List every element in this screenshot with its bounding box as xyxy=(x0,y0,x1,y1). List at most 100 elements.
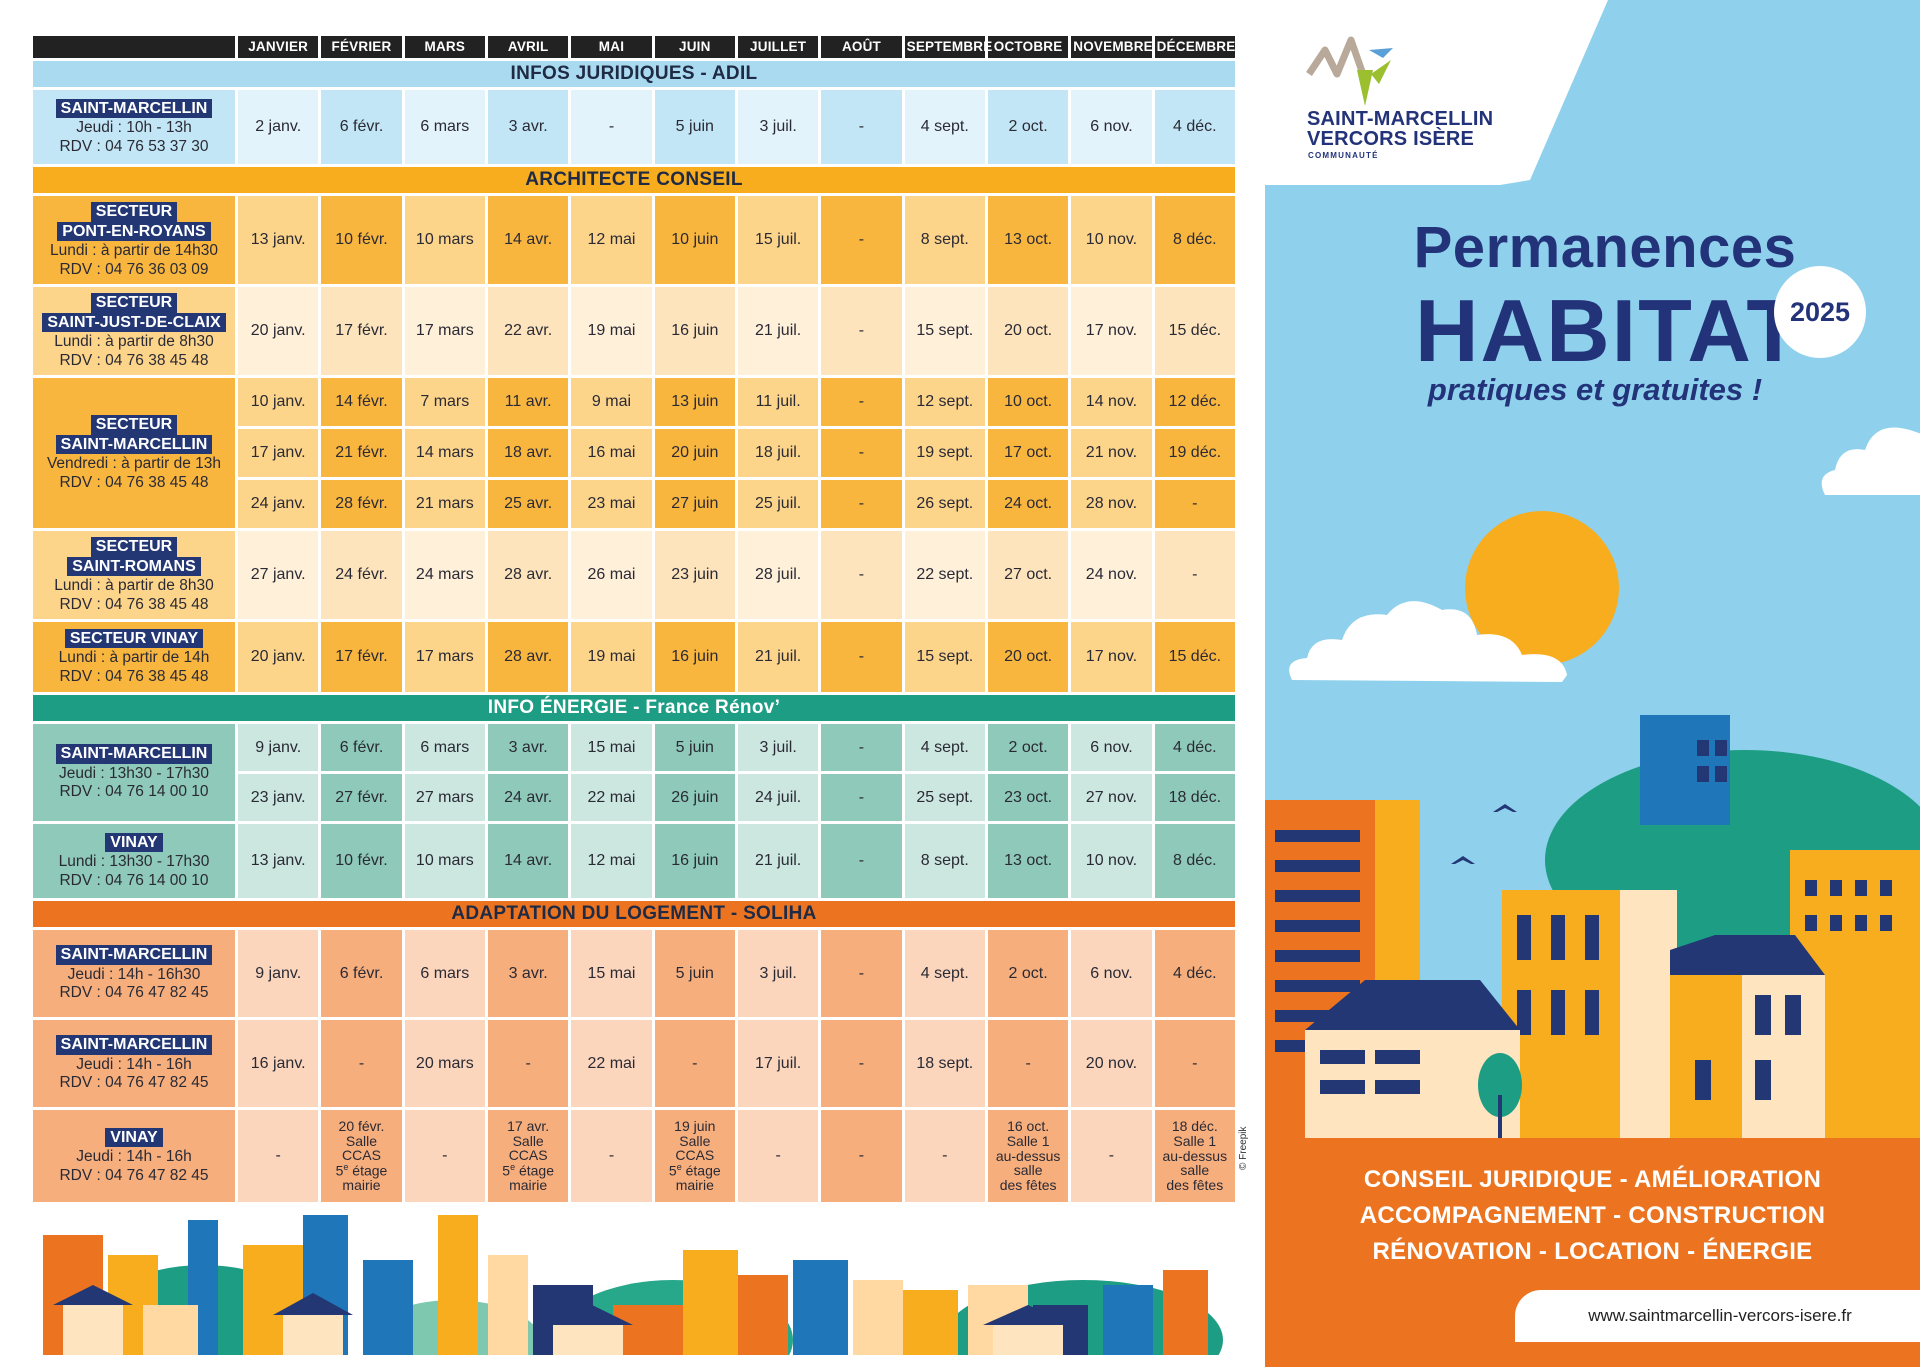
opening-hours: Jeudi : 10h - 13h xyxy=(76,119,192,137)
location-name: SAINT-MARCELLIN xyxy=(55,945,213,965)
month-header: AVRIL xyxy=(487,36,569,58)
poster-subtitle: pratiques et gratuites ! xyxy=(1427,372,1763,407)
date-cell: 10 oct. xyxy=(987,378,1069,426)
location-note: 18 déc. xyxy=(1171,1118,1218,1135)
location-note: 16 oct. xyxy=(1007,1118,1050,1135)
location-note: CCAS xyxy=(508,1147,548,1164)
location-label: SECTEUR SAINT-JUST-DE-CLAIX Lundi : à part… xyxy=(33,287,235,375)
date-cell: 12 sept. xyxy=(904,378,985,426)
location-note: CCAS xyxy=(675,1147,715,1164)
date-cell: 3 avr. xyxy=(487,90,569,164)
table-row: SECTEUR PONT-EN-ROYANS Lundi : à partir de… xyxy=(33,196,1235,284)
date-cell: 15 mai xyxy=(571,724,652,771)
date-cell: 17 oct. xyxy=(987,429,1069,477)
date-cell: 20 janv. xyxy=(238,287,319,375)
table-row: 24 janv. 28 févr. 21 mars 25 avr. 23 mai 27 j… xyxy=(33,480,1235,528)
month-header: SEPTEMBRE xyxy=(904,36,992,58)
date-cell: 26 juin xyxy=(654,774,735,821)
location-name: PONT-EN-ROYANS xyxy=(57,221,211,242)
cloud-icon xyxy=(1289,601,1567,682)
logo-text-line3: COMMUNAUTÉ xyxy=(1308,151,1379,160)
date-cell: 6 févr. xyxy=(321,724,402,771)
month-header: JUILLET xyxy=(737,36,819,58)
image-credit: © Freepik xyxy=(1238,1126,1249,1171)
date-cell: 10 juin xyxy=(654,196,735,284)
month-header: MARS xyxy=(404,36,485,58)
month-header: DÉCEMBRE xyxy=(1154,36,1235,58)
appointment-phone: RDV : 04 76 47 82 45 xyxy=(59,984,209,1002)
date-cell: 28 nov. xyxy=(1071,480,1152,528)
logo-mark-icon xyxy=(1306,36,1393,106)
month-header: JANVIER xyxy=(238,36,319,58)
location-note: CCAS xyxy=(342,1147,381,1164)
date-cell: 5 juin xyxy=(654,930,735,1017)
appointment-phone: RDV : 04 76 38 45 48 xyxy=(59,667,209,685)
date-cell: 20 juin xyxy=(654,429,735,477)
date-cell: - xyxy=(821,774,902,821)
date-cell: 13 juin xyxy=(654,378,735,426)
location-note: mairie xyxy=(675,1177,714,1194)
location-note: 20 févr. xyxy=(338,1117,385,1134)
date-cell: 10 févr. xyxy=(321,196,402,284)
table-row: SECTEUR SAINT-JUST-DE-CLAIX Lundi : à part… xyxy=(33,287,1235,375)
location-label: SAINT-MARCELLIN Jeudi : 14h - 16h RDV : 04… xyxy=(33,1020,235,1107)
date-cell: 6 févr. xyxy=(321,90,402,164)
date-cell: 6 févr. xyxy=(321,930,402,1017)
opening-hours: Jeudi : 13h30 - 17h30 xyxy=(59,764,209,782)
date-cell: - xyxy=(821,1020,902,1107)
date-cell: 10 mars xyxy=(404,824,485,898)
appointment-phone: RDV : 04 76 53 37 30 xyxy=(59,137,209,155)
date-cell: - xyxy=(571,1110,652,1202)
date-cell: 27 mars xyxy=(404,774,485,821)
table-row: SAINT-MARCELLIN Jeudi : 14h - 16h RDV : 04… xyxy=(33,1020,1235,1107)
website-url[interactable]: www.saintmarcellin-vercors-isere.fr xyxy=(1588,1306,1852,1325)
date-cell: 10 févr. xyxy=(321,824,402,898)
date-cell: 18 juil. xyxy=(737,429,819,477)
date-cell: 28 févr. xyxy=(321,480,402,528)
date-cell: 8 sept. xyxy=(904,824,985,898)
date-cell: 18 avr. xyxy=(487,429,569,477)
date-cell: 15 déc. xyxy=(1154,287,1235,375)
services-line2: ACCOMPAGNEMENT - CONSTRUCTION xyxy=(1359,1202,1826,1229)
location-label: SECTEUR SAINT-MARCELLIN Vendredi : à parti… xyxy=(33,378,235,528)
date-cell: 23 mai xyxy=(571,480,652,528)
location-name: SECTEUR xyxy=(90,415,178,435)
date-cell: 3 avr. xyxy=(487,724,569,771)
location-note: au-dessus xyxy=(1162,1147,1228,1164)
date-cell: 13 janv. xyxy=(238,196,319,284)
year-text: 2025 xyxy=(1789,296,1851,327)
date-cell: - xyxy=(821,287,902,375)
location-note: des fêtes xyxy=(999,1177,1057,1194)
table-row: SECTEUR VINAY Lundi : à partir de 14h RDV … xyxy=(33,622,1235,692)
date-cell: - xyxy=(821,378,902,426)
date-cell: 4 sept. xyxy=(904,930,985,1017)
date-cell: 22 mai xyxy=(571,774,652,821)
table-row: SAINT-MARCELLIN Jeudi : 13h30 - 17h30 RDV … xyxy=(33,724,1235,821)
date-cell: 3 avr. xyxy=(487,930,569,1017)
date-cell: 20 nov. xyxy=(1071,1020,1152,1107)
location-name: SAINT-MARCELLIN xyxy=(55,1035,213,1055)
location-label: VINAY Jeudi : 14h - 16h RDV : 04 76 47 82 … xyxy=(33,1110,235,1202)
date-cell: 23 janv. xyxy=(238,774,319,821)
date-cell: 16 mai xyxy=(571,429,652,477)
section-title: ARCHITECTE CONSEIL xyxy=(33,167,1235,193)
appointment-phone: RDV : 04 76 14 00 10 xyxy=(59,783,209,801)
opening-hours: Lundi : à partir de 14h xyxy=(58,649,210,667)
opening-hours: Lundi : à partir de 14h30 xyxy=(49,242,219,260)
date-cell: - xyxy=(904,1110,985,1202)
date-cell: 2 oct. xyxy=(987,930,1069,1017)
date-cell: 19 mai xyxy=(571,622,652,692)
website-link[interactable]: www.saintmarcellin-vercors-isere.fr xyxy=(1515,1290,1920,1342)
location-name: SAINT-JUST-DE-CLAIX xyxy=(42,312,226,333)
logo-text-line1: SAINT-MARCELLIN xyxy=(1307,108,1494,130)
location-note: Salle 1 xyxy=(1173,1132,1217,1149)
location-label: SAINT-MARCELLIN Jeudi : 10h - 13h RDV : 04… xyxy=(33,90,235,164)
date-cell: - xyxy=(737,1110,819,1202)
date-cell: 3 juil. xyxy=(737,930,819,1017)
date-cell: 12 déc. xyxy=(1154,378,1235,426)
section-header-row: ADAPTATION DU LOGEMENT - SOLIHA xyxy=(33,901,1235,927)
date-cell: - xyxy=(821,724,902,771)
date-cell: 8 déc. xyxy=(1154,196,1235,284)
date-cell: 9 janv. xyxy=(238,724,319,771)
date-cell: 21 juil. xyxy=(737,622,819,692)
